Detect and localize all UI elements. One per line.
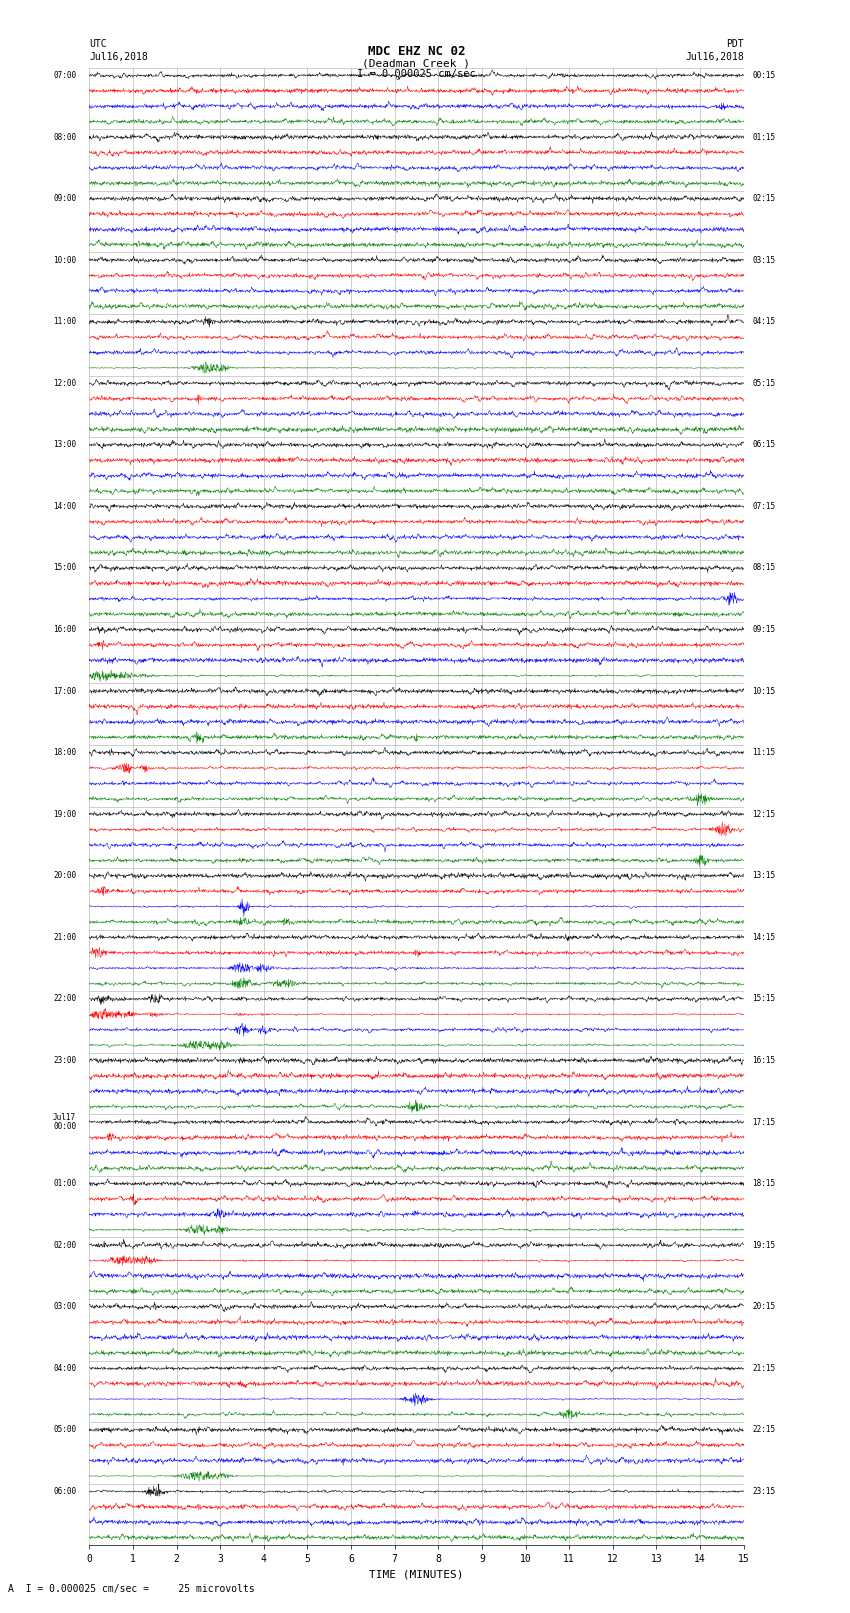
Text: 06:00: 06:00 <box>53 1487 76 1495</box>
Text: 23:00: 23:00 <box>53 1057 76 1065</box>
Text: 11:15: 11:15 <box>752 748 775 756</box>
Text: 05:00: 05:00 <box>53 1426 76 1434</box>
Text: 05:15: 05:15 <box>752 379 775 387</box>
Text: 04:00: 04:00 <box>53 1363 76 1373</box>
Text: 23:15: 23:15 <box>752 1487 775 1495</box>
Text: 08:00: 08:00 <box>53 132 76 142</box>
Text: Jul17: Jul17 <box>53 1113 76 1123</box>
Text: MDC EHZ NC 02: MDC EHZ NC 02 <box>368 45 465 58</box>
Text: 03:00: 03:00 <box>53 1302 76 1311</box>
Text: 09:15: 09:15 <box>752 624 775 634</box>
Text: 09:00: 09:00 <box>53 194 76 203</box>
Text: 02:00: 02:00 <box>53 1240 76 1250</box>
Text: 11:00: 11:00 <box>53 318 76 326</box>
Text: 18:15: 18:15 <box>752 1179 775 1189</box>
Text: 00:15: 00:15 <box>752 71 775 81</box>
Text: Jul16,2018: Jul16,2018 <box>685 52 744 61</box>
Text: A  I = 0.000025 cm/sec =     25 microvolts: A I = 0.000025 cm/sec = 25 microvolts <box>8 1584 255 1594</box>
Text: 17:15: 17:15 <box>752 1118 775 1126</box>
Text: 03:15: 03:15 <box>752 255 775 265</box>
Text: 13:00: 13:00 <box>53 440 76 450</box>
Text: 16:15: 16:15 <box>752 1057 775 1065</box>
Text: 15:15: 15:15 <box>752 994 775 1003</box>
Text: 22:00: 22:00 <box>53 994 76 1003</box>
Text: 04:15: 04:15 <box>752 318 775 326</box>
Text: 19:15: 19:15 <box>752 1240 775 1250</box>
Text: 01:00: 01:00 <box>53 1179 76 1189</box>
Text: I = 0.000025 cm/sec: I = 0.000025 cm/sec <box>357 69 476 79</box>
Text: 07:15: 07:15 <box>752 502 775 511</box>
Text: 21:00: 21:00 <box>53 932 76 942</box>
Text: 12:00: 12:00 <box>53 379 76 387</box>
Text: 18:00: 18:00 <box>53 748 76 756</box>
Text: 06:15: 06:15 <box>752 440 775 450</box>
X-axis label: TIME (MINUTES): TIME (MINUTES) <box>369 1569 464 1579</box>
Text: 19:00: 19:00 <box>53 810 76 819</box>
Text: UTC: UTC <box>89 39 107 48</box>
Text: 22:15: 22:15 <box>752 1426 775 1434</box>
Text: 16:00: 16:00 <box>53 624 76 634</box>
Text: 20:00: 20:00 <box>53 871 76 881</box>
Text: 01:15: 01:15 <box>752 132 775 142</box>
Text: 17:00: 17:00 <box>53 687 76 695</box>
Text: 21:15: 21:15 <box>752 1363 775 1373</box>
Text: PDT: PDT <box>726 39 744 48</box>
Text: 12:15: 12:15 <box>752 810 775 819</box>
Text: (Deadman Creek ): (Deadman Creek ) <box>362 58 471 68</box>
Text: 00:00: 00:00 <box>53 1123 76 1131</box>
Text: 02:15: 02:15 <box>752 194 775 203</box>
Text: 20:15: 20:15 <box>752 1302 775 1311</box>
Text: 14:00: 14:00 <box>53 502 76 511</box>
Text: Jul16,2018: Jul16,2018 <box>89 52 148 61</box>
Text: 07:00: 07:00 <box>53 71 76 81</box>
Text: 14:15: 14:15 <box>752 932 775 942</box>
Text: 13:15: 13:15 <box>752 871 775 881</box>
Text: 15:00: 15:00 <box>53 563 76 573</box>
Text: 10:00: 10:00 <box>53 255 76 265</box>
Text: 08:15: 08:15 <box>752 563 775 573</box>
Text: 10:15: 10:15 <box>752 687 775 695</box>
